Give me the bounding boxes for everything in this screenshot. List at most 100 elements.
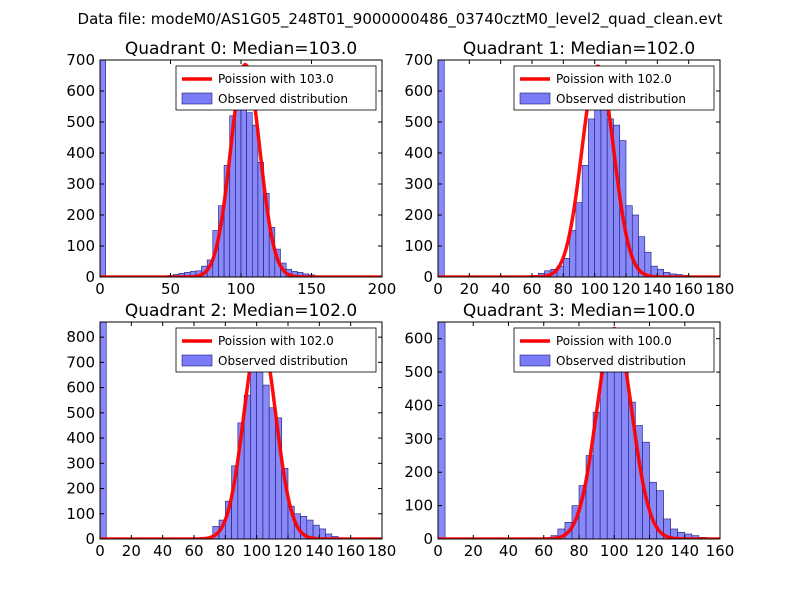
quadrant-1-title: Quadrant 1: Median=102.0 [463,39,695,59]
y-tick-label: 500 [66,113,95,131]
x-tick-label: 0 [433,280,443,298]
poisson-curve [100,330,382,539]
axes-frame [99,321,383,540]
legend: Poission with 100.0 Observed distribution [513,327,715,373]
x-tick-label: 140 [643,280,672,298]
y-tick-label: 200 [66,480,95,498]
y-tick-label: 400 [66,144,95,162]
x-tick-label: 50 [161,280,180,298]
quadrant-0-chart: 0 50 100 150 200 0 100 200 300 400 500 600 700 Quadra… [66,39,396,298]
legend-label-poisson: Poission with 102.0 [218,334,334,348]
y-tick-label: 600 [404,82,433,100]
y-tick-label: 400 [404,396,433,414]
y-tick-label: 300 [404,175,433,193]
histogram-bar [246,112,253,277]
x-tick-label: 20 [460,280,479,298]
x-tick-label: 40 [499,542,518,560]
legend-bar-swatch [519,92,551,105]
y-tick-label: 700 [66,51,95,69]
histogram-bars [438,322,707,539]
histogram-bar [100,60,106,277]
legend-bar-swatch [519,354,551,367]
y-tick-label: 500 [404,363,433,381]
quadrant-2-chart: 0 20 40 60 80 100 120 140 160 1800100200300400500… [66,301,396,560]
quadrant-2-title: Quadrant 2: Median=102.0 [125,301,357,321]
x-tick-label: 120 [274,542,303,560]
histogram-bar [256,359,264,539]
legend: Poission with 103.0 Observed distribution [175,65,377,111]
histogram-bar [594,103,602,277]
y-tick-label: 100 [66,505,95,523]
y-tick-label: 500 [404,113,433,131]
quadrant-3-title: Quadrant 3: Median=100.0 [463,301,695,321]
histogram-bar [656,490,664,539]
y-tick-label: 0 [423,268,433,286]
x-tick-label: 140 [305,542,334,560]
histogram-bar [251,124,259,277]
y-tick-label: 300 [66,175,95,193]
panels: 0 50 100 150 2000100200300400500600700Quadra… [66,39,734,560]
y-tick-label: 100 [66,237,95,255]
x-tick-label: 160 [706,542,735,560]
histogram-bar [100,322,107,539]
y-tick-label: 500 [66,404,95,422]
y-tick-label: 0 [85,268,95,286]
y-tick-label: 400 [404,144,433,162]
y-tick-label: 400 [66,429,95,447]
y-tick-label: 200 [404,206,433,224]
histogram-bar [588,118,595,277]
y-tick-label: 300 [66,454,95,472]
y-tick-label: 200 [66,206,95,224]
x-tick-label: 0 [95,542,105,560]
y-tick-label: 0 [423,530,433,548]
histogram-bar [438,322,446,539]
y-tick-label: 800 [66,328,95,346]
histogram-bar [581,165,589,277]
x-tick-label: 150 [297,280,326,298]
legend: Poission with 102.0 Observed distribution [175,327,377,373]
x-tick-label: 100 [580,280,609,298]
legend-label-poisson: Poission with 103.0 [218,72,334,86]
histogram-bar [606,351,615,539]
histogram-bar [438,60,445,277]
x-tick-label: 120 [635,542,664,560]
x-tick-label: 60 [184,542,203,560]
x-tick-label: 0 [433,542,443,560]
x-tick-label: 180 [706,280,735,298]
x-tick-label: 100 [242,542,271,560]
x-tick-label: 0 [95,280,105,298]
quadrant-0-title: Quadrant 0: Median=103.0 [125,39,357,59]
quadrant-1-chart: 0 20 40 60 80 100 120 140 160 1800100200300400500… [404,39,734,298]
x-tick-label: 20 [122,542,141,560]
legend-label-poisson: Poission with 100.0 [556,334,672,348]
poisson-curve [438,64,720,277]
x-tick-label: 60 [534,542,553,560]
figure-suptitle: Data file: modeM0/AS1G05_248T01_90000004… [78,10,723,29]
axes-frame [437,59,721,278]
y-tick-label: 700 [404,51,433,69]
quadrant-3-chart: 0 20 40 60 80 100 120 140 160 0 100 200 300 400 500 600… [404,301,734,560]
y-tick-label: 100 [404,497,433,515]
x-tick-label: 40 [153,542,172,560]
x-tick-label: 160 [674,280,703,298]
x-tick-label: 180 [368,542,397,560]
y-tick-label: 600 [404,330,433,348]
poisson-curve [438,326,720,539]
y-tick-label: 700 [66,353,95,371]
legend-label-observed: Observed distribution [556,354,686,368]
legend-bar-swatch [181,92,213,105]
histogram-bar [600,90,608,277]
legend-box [175,327,377,373]
histogram-bars [100,322,345,539]
y-tick-label: 0 [85,530,95,548]
x-tick-label: 160 [336,542,365,560]
x-tick-label: 140 [670,542,699,560]
x-tick-label: 100 [227,280,256,298]
legend-label-observed: Observed distribution [218,92,348,106]
legend: Poission with 102.0 Observed distribution [513,65,715,111]
y-tick-label: 200 [404,463,433,481]
legend-bar-swatch [181,354,213,367]
histogram-bar [563,258,570,277]
x-tick-label: 60 [522,280,541,298]
